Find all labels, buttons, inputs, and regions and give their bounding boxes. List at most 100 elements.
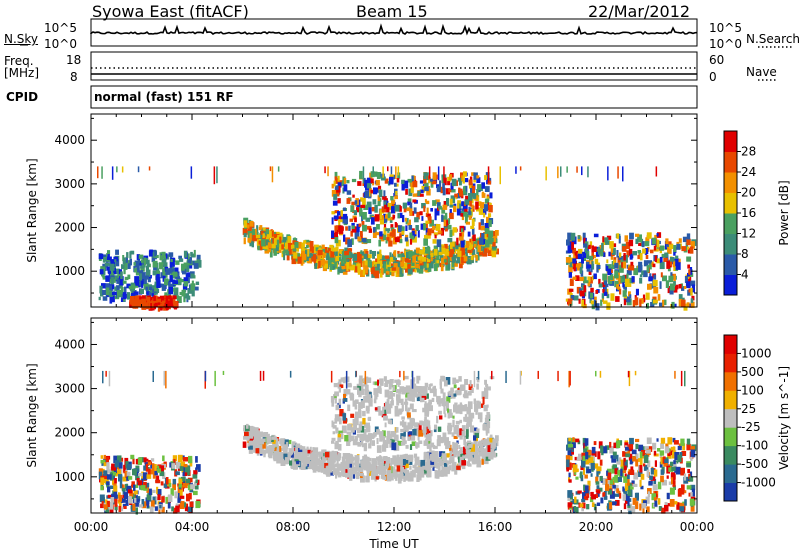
evening-echoes — [565, 232, 697, 311]
streak-cell — [382, 166, 384, 178]
echo-cell — [259, 243, 263, 251]
echo-cell — [279, 439, 284, 445]
echo-cell — [386, 436, 390, 444]
echo-cell — [668, 259, 673, 266]
x-ticks — [90, 318, 698, 513]
echo-cell — [392, 215, 396, 219]
echo-cell — [625, 453, 630, 458]
echo-cell — [349, 261, 352, 269]
echo-cell — [654, 497, 657, 502]
echo-cell — [609, 241, 614, 249]
echo-cell — [177, 282, 182, 286]
echo-cell — [654, 460, 657, 467]
echo-cell — [639, 465, 643, 473]
echo-cell — [302, 459, 307, 466]
echo-cell — [105, 275, 110, 282]
echo-cell — [307, 249, 310, 257]
echo-cell — [348, 434, 352, 443]
echo-cell — [106, 507, 110, 513]
early-ground-scatter — [129, 295, 179, 312]
echo-cell — [313, 254, 317, 261]
echo-cell — [486, 216, 490, 223]
echo-cell — [338, 398, 342, 405]
echo-cell — [459, 407, 463, 415]
echo-cell — [171, 463, 176, 469]
echo-cell — [683, 490, 687, 494]
echo-cell — [659, 281, 662, 289]
echo-cell — [607, 472, 612, 478]
echo-cell — [642, 241, 645, 248]
echo-cell — [690, 301, 695, 308]
echo-cell — [691, 295, 695, 301]
echo-cell — [282, 251, 285, 255]
echo-cell — [441, 401, 444, 407]
echo-cell — [480, 232, 483, 241]
streak-cell — [545, 166, 547, 181]
echo-cell — [306, 464, 310, 470]
echo-cell — [356, 427, 361, 433]
echo-cell — [178, 258, 184, 262]
echo-cell — [440, 437, 444, 442]
echo-cell — [114, 504, 118, 511]
echo-cell — [170, 488, 174, 496]
echo-cell — [154, 254, 159, 259]
echo-cell — [312, 468, 317, 473]
echo-cell — [460, 248, 465, 256]
echo-cell — [423, 469, 427, 474]
echo-cell — [301, 450, 305, 457]
echo-cell — [423, 260, 427, 268]
echo-cell — [610, 246, 614, 253]
echo-cell — [630, 261, 634, 269]
echo-cell — [601, 293, 605, 299]
echo-cell — [272, 452, 277, 460]
echo-cell — [445, 467, 450, 475]
echo-cell — [686, 256, 692, 262]
echo-cell — [445, 188, 451, 195]
echo-cell — [454, 402, 458, 411]
echo-cell — [661, 507, 666, 514]
echo-cell — [167, 502, 171, 509]
echo-cell — [454, 442, 459, 449]
echo-cell — [103, 470, 108, 476]
echo-cell — [334, 235, 339, 244]
echo-cell — [491, 245, 496, 250]
echo-cell — [397, 253, 402, 258]
echo-cell — [426, 393, 429, 399]
echo-cell — [145, 275, 149, 280]
echo-cell — [280, 447, 284, 451]
echo-cell — [477, 412, 483, 420]
echo-cell — [107, 486, 111, 493]
echo-cell — [461, 216, 464, 221]
echo-cell — [145, 463, 149, 472]
echo-cell — [331, 190, 336, 197]
echo-cell — [656, 438, 659, 442]
echo-cell — [399, 233, 402, 238]
echo-cell — [313, 247, 317, 254]
echo-cell — [689, 267, 693, 275]
echo-cell — [639, 253, 643, 261]
echo-cell — [580, 270, 584, 277]
echo-cell — [191, 253, 196, 258]
echo-cell — [252, 431, 255, 437]
echo-cell — [130, 454, 135, 460]
echo-cell — [587, 276, 591, 282]
echo-cell — [364, 384, 369, 391]
echo-cell — [622, 486, 625, 492]
streak-cell — [355, 370, 357, 378]
echo-cell — [571, 247, 576, 254]
echo-cell — [346, 262, 350, 269]
echo-cell — [483, 404, 487, 408]
echo-cell — [439, 470, 444, 477]
echo-cell — [446, 453, 450, 458]
echo-cell — [441, 259, 445, 264]
echo-cell — [461, 405, 467, 412]
echo-cell — [381, 411, 387, 418]
echo-cell — [152, 249, 157, 257]
echo-cell — [394, 445, 400, 451]
echo-cell — [346, 180, 350, 184]
echo-cell — [628, 291, 631, 297]
echo-cell — [349, 454, 353, 463]
colorbar-swatch — [724, 151, 737, 173]
echo-cell — [622, 261, 626, 269]
echo-cell — [651, 262, 654, 266]
